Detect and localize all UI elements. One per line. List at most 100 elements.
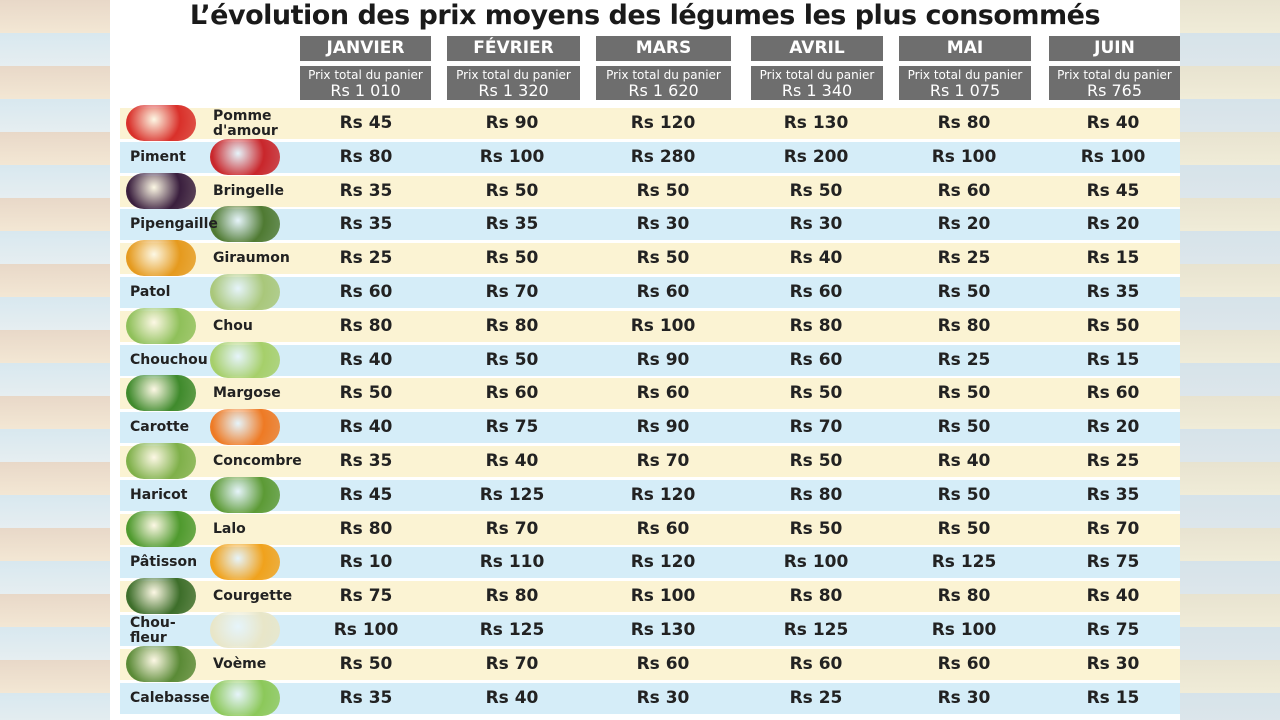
price-cell: Rs 50 xyxy=(937,484,991,505)
price-cell: Rs 20 xyxy=(1086,417,1140,438)
price-cell: Rs 100 xyxy=(630,586,696,607)
vegetable-image xyxy=(126,307,196,344)
vegetable-name: Margose xyxy=(213,385,281,402)
price-cell: Rs 75 xyxy=(1086,620,1140,640)
table-row: Giraumon Rs 25 Rs 50 Rs 50 Rs 40 Rs 25 Rs 15 xyxy=(120,240,1180,277)
price-cell: Rs 80 xyxy=(485,315,539,336)
price-cell: Rs 35 xyxy=(339,214,393,235)
vegetable-name: Chou xyxy=(213,317,253,334)
price-cell: Rs 25 xyxy=(339,248,393,269)
price-cell: Rs 75 xyxy=(339,586,393,607)
vegetable-image xyxy=(126,578,196,615)
price-cell: Rs 100 xyxy=(931,146,997,167)
vegetable-name: Piment xyxy=(130,148,186,165)
price-cell: Rs 35 xyxy=(1086,282,1140,302)
table-row: Lalo Rs 80 Rs 70 Rs 60 Rs 50 Rs 50 Rs 70 xyxy=(120,510,1180,547)
vegetable-name: Pâtisson xyxy=(130,554,198,571)
price-cell: Rs 25 xyxy=(937,349,991,370)
vegetable-name: Voème xyxy=(213,655,267,672)
price-cell: Rs 50 xyxy=(339,383,393,404)
price-cell: Rs 30 xyxy=(636,687,690,708)
table-row: Margose Rs 50 Rs 60 Rs 60 Rs 50 Rs 50 Rs 60 xyxy=(120,375,1180,412)
price-cell: Rs 120 xyxy=(630,113,696,133)
vegetable-name: Chouchou xyxy=(130,351,208,368)
price-cell: Rs 80 xyxy=(789,586,843,607)
table-row: Pomme d'amour Rs 45 Rs 90 Rs 120 Rs 130 Rs 80… xyxy=(120,105,1180,141)
price-cell: Rs 130 xyxy=(783,113,849,133)
price-cell: Rs 35 xyxy=(1086,484,1140,505)
vegetable-image xyxy=(210,544,280,581)
table-row: Patol Rs 60 Rs 70 Rs 60 Rs 60 Rs 50 Rs 35 xyxy=(120,274,1180,310)
price-cell: Rs 50 xyxy=(937,383,991,404)
price-cell: Rs 80 xyxy=(485,586,539,607)
basket-total-value: Rs 1 010 xyxy=(330,81,401,100)
table-row: Haricot Rs 45 Rs 125 Rs 120 Rs 80 Rs 50 Rs 35 xyxy=(120,476,1180,513)
background-left xyxy=(0,0,110,720)
price-cell: Rs 50 xyxy=(339,653,393,674)
month-header: AVRIL xyxy=(751,36,883,61)
vegetable-name: Patol xyxy=(130,284,171,300)
vegetable-name: Pipengaille xyxy=(130,216,218,233)
month-header: MAI xyxy=(899,36,1031,61)
price-cell: Rs 125 xyxy=(479,620,545,640)
price-cell: Rs 40 xyxy=(485,451,539,471)
vegetable-name: Giraumon xyxy=(213,250,290,267)
vegetable-name: Chou-fleur xyxy=(130,614,176,646)
price-cell: Rs 70 xyxy=(485,653,539,674)
month-header: JANVIER xyxy=(300,36,431,61)
basket-total: Prix total du panier Rs 1 010 xyxy=(300,66,431,100)
price-cell: Rs 40 xyxy=(789,248,843,269)
vegetable-name: Concombre xyxy=(213,453,302,469)
table-row: Pipengaille Rs 35 Rs 35 Rs 30 Rs 30 Rs 20 Rs 2… xyxy=(120,206,1180,243)
vegetable-image xyxy=(210,341,280,378)
price-cell: Rs 50 xyxy=(789,180,843,201)
price-cell: Rs 60 xyxy=(636,518,690,539)
price-cell: Rs 70 xyxy=(485,282,539,302)
price-cell: Rs 100 xyxy=(931,620,997,640)
vegetable-name: Pomme d'amour xyxy=(213,107,278,139)
price-cell: Rs 60 xyxy=(937,180,991,201)
price-cell: Rs 120 xyxy=(630,484,696,505)
price-cell: Rs 75 xyxy=(485,417,539,438)
price-cell: Rs 90 xyxy=(636,349,690,370)
vegetable-image xyxy=(126,510,196,547)
basket-label: Prix total du panier xyxy=(456,68,571,82)
price-cell: Rs 35 xyxy=(339,687,393,708)
price-cell: Rs 15 xyxy=(1086,687,1140,708)
price-cell: Rs 200 xyxy=(783,146,849,167)
vegetable-image xyxy=(210,206,280,243)
price-cell: Rs 70 xyxy=(1086,518,1140,539)
price-cell: Rs 100 xyxy=(783,552,849,573)
vegetable-image xyxy=(126,172,196,209)
basket-total: Prix total du panier Rs 1 320 xyxy=(447,66,580,100)
price-cell: Rs 70 xyxy=(636,451,690,471)
price-cell: Rs 50 xyxy=(789,518,843,539)
vegetable-image xyxy=(210,409,280,446)
price-cell: Rs 40 xyxy=(339,417,393,438)
vegetable-image xyxy=(126,443,196,479)
table-row: Chouchou Rs 40 Rs 50 Rs 90 Rs 60 Rs 25 Rs 15 xyxy=(120,341,1180,378)
price-cell: Rs 15 xyxy=(1086,349,1140,370)
vegetable-image xyxy=(210,679,280,716)
price-cell: Rs 70 xyxy=(485,518,539,539)
price-cell: Rs 80 xyxy=(339,518,393,539)
price-cell: Rs 40 xyxy=(1086,113,1140,133)
basket-label: Prix total du panier xyxy=(1057,68,1172,82)
price-cell: Rs 30 xyxy=(1086,653,1140,674)
table-row: Chou Rs 80 Rs 80 Rs 100 Rs 80 Rs 80 Rs 50 xyxy=(120,307,1180,344)
price-cell: Rs 50 xyxy=(937,417,991,438)
month-header: MARS xyxy=(596,36,731,61)
price-cell: Rs 60 xyxy=(789,282,843,302)
basket-label: Prix total du panier xyxy=(759,68,875,82)
price-cell: Rs 80 xyxy=(339,146,393,167)
price-cell: Rs 35 xyxy=(339,451,393,471)
price-cell: Rs 25 xyxy=(789,687,843,708)
price-cell: Rs 80 xyxy=(937,315,991,336)
vegetable-image xyxy=(210,274,280,310)
price-cell: Rs 120 xyxy=(630,552,696,573)
vegetable-name: Courgette xyxy=(213,588,293,605)
basket-total: Prix total du panier Rs 765 xyxy=(1049,66,1180,100)
price-cell: Rs 80 xyxy=(937,113,991,133)
vegetable-name: Bringelle xyxy=(213,182,284,199)
basket-label: Prix total du panier xyxy=(606,68,721,82)
